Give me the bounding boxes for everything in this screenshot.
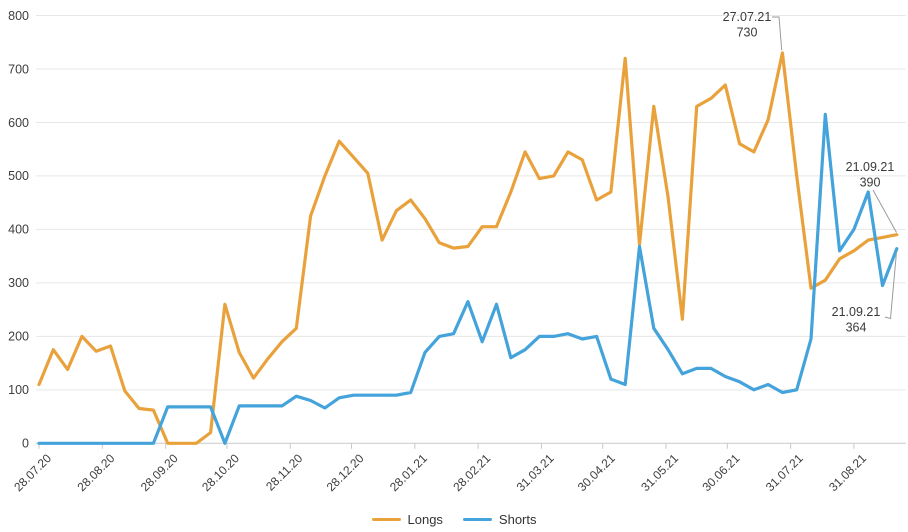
chart-legend: Longs Shorts — [0, 512, 908, 527]
x-axis-label: 30.06.21 — [699, 451, 742, 494]
y-axis-label: 500 — [8, 169, 29, 183]
y-gridlines — [36, 15, 906, 444]
x-axis-label: 31.03.21 — [514, 451, 557, 494]
y-axis-label: 700 — [8, 62, 29, 76]
annotation-date-390: 21.09.21 — [846, 160, 895, 174]
shorts-legend-label: Shorts — [498, 512, 537, 527]
annotation-callout-730 — [772, 16, 783, 51]
y-axis-label: 100 — [8, 383, 29, 397]
shorts-legend-marker — [462, 517, 492, 522]
x-axis-label: 28.10.20 — [199, 451, 242, 494]
x-axis-label: 31.05.21 — [638, 451, 681, 494]
y-axis-labels: 0 100 200 300 400 500 600 700 800 — [8, 9, 29, 451]
x-axis-label: 31.08.21 — [826, 451, 869, 494]
x-axis-label: 28.01.21 — [387, 451, 430, 494]
y-axis-label: 200 — [8, 330, 29, 344]
shorts-series-line[interactable] — [37, 112, 899, 445]
y-axis-label: 400 — [8, 223, 29, 237]
x-axis: 28.07.20 28.08.20 28.09.20 28.10.20 28.11.20… — [11, 443, 869, 494]
y-axis-label: 300 — [8, 276, 29, 290]
x-axis-label: 28.12.20 — [324, 451, 367, 494]
x-axis-label: 30.04.21 — [575, 451, 618, 494]
x-axis-label: 28.08.20 — [75, 451, 118, 494]
annotation-callout-390 — [872, 189, 897, 233]
annotation-value-730: 730 — [737, 26, 758, 40]
annotation-date-730: 27.07.21 — [723, 10, 772, 24]
annotation-value-390: 390 — [860, 176, 881, 190]
longs-series-line[interactable] — [37, 51, 899, 445]
x-axis-label: 28.02.21 — [450, 451, 493, 494]
legend-item-shorts[interactable]: Shorts — [462, 512, 537, 527]
longs-legend-marker — [371, 517, 401, 522]
x-axis-label: 28.11.20 — [263, 451, 306, 494]
annotation-date-364: 21.09.21 — [832, 305, 881, 319]
x-axis-label: 28.09.20 — [138, 451, 181, 494]
y-axis-label: 0 — [22, 437, 29, 451]
x-axis-label: 28.07.20 — [11, 451, 54, 494]
y-axis-label: 600 — [8, 116, 29, 130]
annotation-value-364: 364 — [846, 321, 867, 335]
y-axis-label: 800 — [8, 9, 29, 23]
legend-item-longs[interactable]: Longs — [371, 512, 443, 527]
longs-legend-label: Longs — [407, 512, 443, 527]
annotation-callout-364 — [884, 251, 897, 320]
x-axis-label: 31.07.21 — [763, 451, 806, 494]
